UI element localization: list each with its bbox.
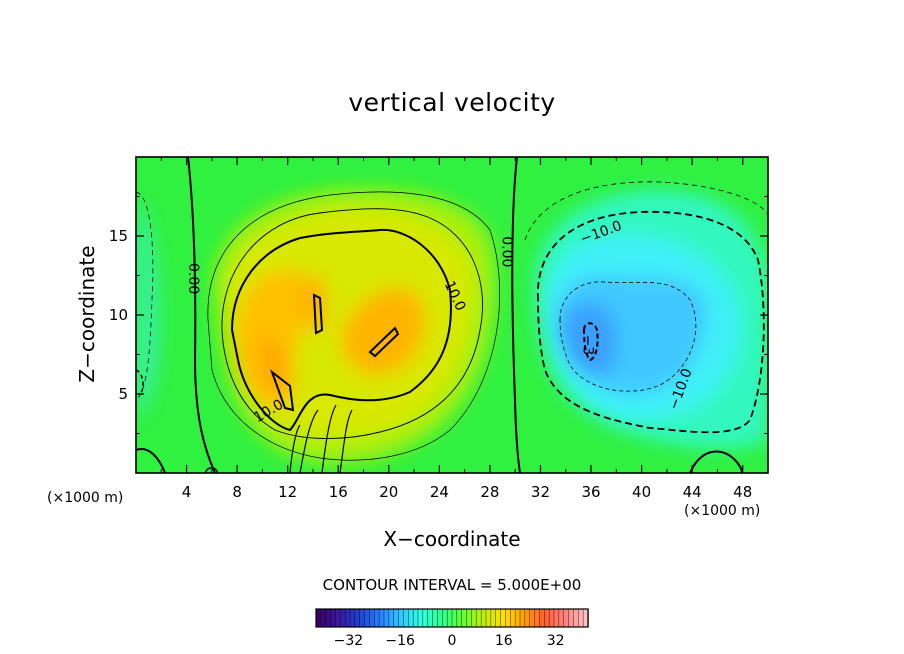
colorbar-swatch [568,608,575,628]
colorbar-swatch [548,608,555,628]
contour-label: 0.00 [185,263,201,294]
colorbar-swatch [422,608,429,628]
colorbar-swatch [476,608,482,628]
colorbar-swatch [364,608,371,628]
colorbar-swatch [490,608,497,628]
x-axis: 4 8 12 16 20 24 28 32 36 40 44 48 [160,157,752,501]
colorbar-swatch [500,608,507,628]
colorbar-swatch [451,608,458,628]
colorbar-swatch [505,608,511,628]
velocity-field [136,157,768,473]
x-tick-label: 24 [430,483,449,501]
colorbar-swatch [378,608,385,628]
colorbar-swatch [558,608,565,628]
colorbar-swatch [432,608,439,628]
colorbar-swatch [514,608,521,628]
colorbar: −32 −16 0 16 32 [315,608,589,649]
colorbar-swatch [388,608,395,628]
x-tick-label: 28 [480,483,499,501]
colorbar-swatch [369,608,375,628]
colorbar-tick-label: −16 [385,633,415,649]
colorbar-swatch [534,608,541,628]
x-tick-label: 16 [329,483,348,501]
colorbar-swatch [442,608,448,628]
colorbar-swatch [383,608,390,628]
colorbar-swatch [471,608,477,628]
colorbar-swatch [335,608,341,628]
x-tick-label: 12 [278,483,297,501]
x-tick-label: 8 [232,483,242,501]
x-tick-label: 32 [531,483,550,501]
x-tick-label: 44 [683,483,702,501]
colorbar-swatch [349,608,356,628]
contour-lines [136,157,768,473]
x-tick-label: 20 [379,483,398,501]
colorbar-swatch [330,608,337,628]
contour-label: 0.00 [498,236,514,267]
colorbar-frame [315,608,589,628]
colorbar-tick-label: 16 [495,633,513,649]
x-tick-label: 40 [632,483,651,501]
colorbar-swatch [427,608,434,628]
colorbar-swatch [529,608,536,628]
x-axis-unit-right: (×1000 m) [684,503,761,519]
colorbar-swatch [403,608,409,628]
contour-label: −3 [579,335,595,356]
colorbar-swatch [354,608,361,628]
colorbar-swatch [510,608,516,628]
colorbar-swatch [461,608,468,628]
colorbar-swatch [553,608,560,628]
y-axis-label: Z−coordinate [75,245,99,383]
x-tick-label: 4 [182,483,192,501]
colorbar-swatch [344,608,351,628]
colorbar-swatch [485,608,492,628]
colorbar-tick-label: 0 [448,633,457,649]
x-axis-label: X−coordinate [383,527,521,551]
colorbar-swatch [315,608,322,628]
colorbar-swatch [446,608,453,628]
colorbar-swatch [519,608,526,628]
colorbar-swatch [480,608,487,628]
y-tick-label: 15 [109,227,128,245]
contour-interval-label: CONTOUR INTERVAL = 5.000E+00 [322,576,582,594]
colorbar-swatch [325,608,332,628]
chart-title: vertical velocity [348,88,556,117]
colorbar-swatch [578,608,584,628]
x-tick-label: 36 [581,483,600,501]
colorbar-swatch [544,608,550,628]
colorbar-swatch [437,608,443,628]
colorbar-swatch [456,608,463,628]
colorbar-tick-label: −32 [334,633,364,649]
colorbar-swatch [524,608,531,628]
colorbar-swatch [495,608,502,628]
colorbar-swatch [563,608,570,628]
colorbar-swatch [340,608,346,628]
colorbar-swatch [412,608,419,628]
y-tick-label: 5 [118,385,128,403]
colorbar-swatch [417,608,424,628]
colorbar-swatch [359,608,366,628]
x-axis-unit-left: (×1000 m) [47,490,124,506]
colorbar-swatch [466,608,473,628]
x-tick-label: 48 [733,483,752,501]
colorbar-swatch [573,608,579,628]
y-tick-label: 10 [109,306,128,324]
colorbar-swatch [398,608,405,628]
colorbar-swatch [408,608,414,628]
colorbar-swatch [539,608,545,628]
colorbar-tick-label: 32 [547,633,565,649]
y-axis: 5 10 15 [109,196,768,434]
colorbar-swatch [374,608,380,628]
colorbar-swatch [320,608,327,628]
colorbar-swatch [393,608,400,628]
